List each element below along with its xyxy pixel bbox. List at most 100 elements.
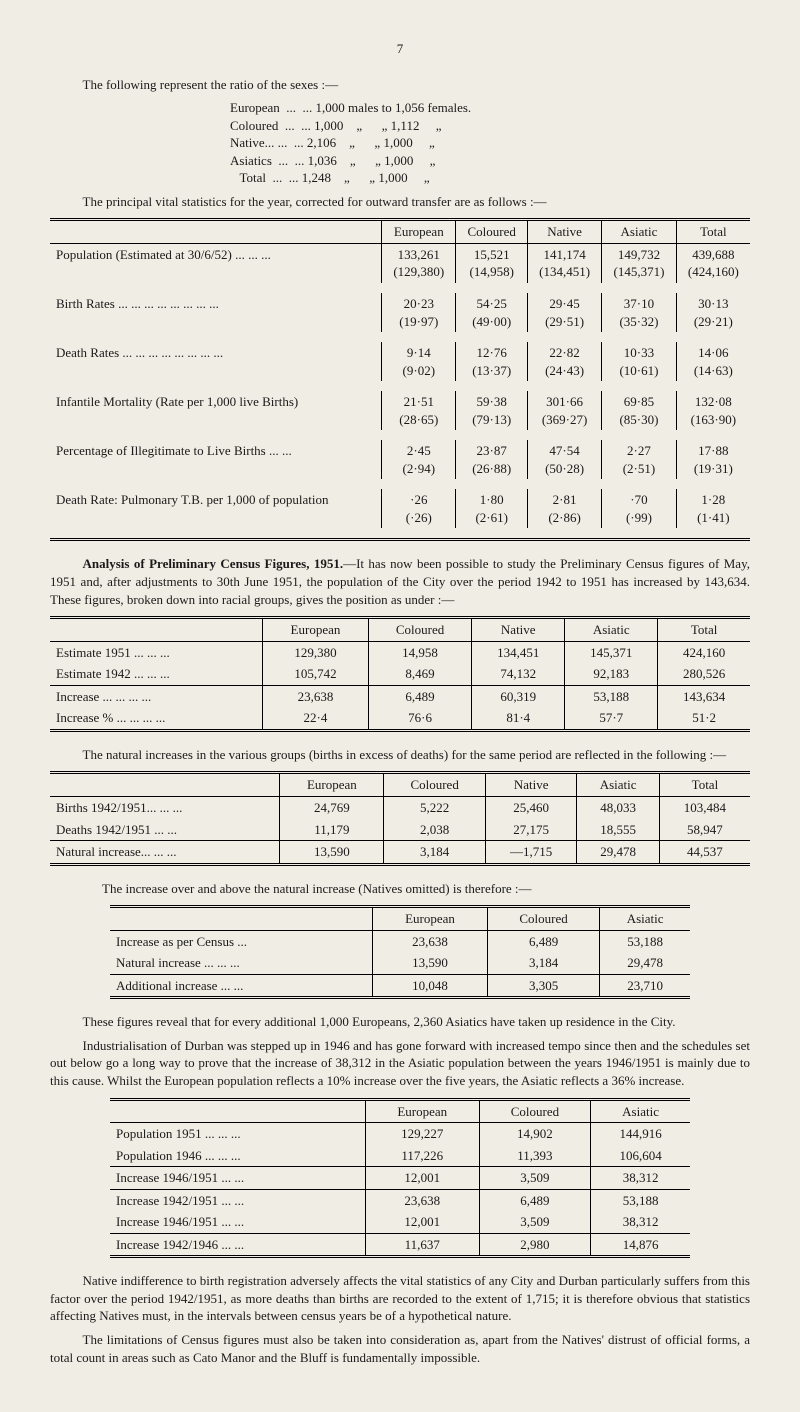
cell: ·26(·26) — [382, 489, 456, 528]
cell: 74,132 — [472, 663, 565, 685]
cell: 23·87(26·88) — [456, 440, 527, 479]
cell: 57·7 — [565, 707, 658, 730]
ratio-row: Native... ... ... 2,106 „ „ 1,000 „ — [230, 134, 750, 152]
cell: 129,380 — [263, 641, 369, 663]
cell: 17·88(19·31) — [676, 440, 750, 479]
cell: 13,590 — [373, 952, 488, 974]
additional-increase-table: EuropeanColouredAsiaticIncrease as per C… — [110, 905, 690, 999]
cell: 12,001 — [365, 1211, 479, 1233]
cell: 3,509 — [479, 1167, 590, 1190]
cell: 14,876 — [591, 1233, 690, 1257]
cell: 424,160 — [658, 641, 750, 663]
cell: 81·4 — [472, 707, 565, 730]
ratio-row: European ... ... 1,000 males to 1,056 fe… — [230, 99, 750, 117]
cell: 145,371 — [565, 641, 658, 663]
col-header: Coloured — [368, 618, 471, 642]
cell: 37·10(35·32) — [602, 293, 676, 332]
cell: 14·06(14·63) — [676, 342, 750, 381]
col-header: Asiatic — [565, 618, 658, 642]
row-label: Increase % ... ... ... ... — [50, 707, 263, 730]
cell: 2·27(2·51) — [602, 440, 676, 479]
col-header: European — [365, 1099, 479, 1123]
cell: 301·66(369·27) — [527, 391, 601, 430]
col-header: Native — [485, 773, 576, 797]
col-header: Native — [527, 220, 601, 244]
cell: 14,902 — [479, 1123, 590, 1145]
col-header: Coloured — [487, 907, 599, 931]
cell: 2·81(2·86) — [527, 489, 601, 528]
cell: 280,526 — [658, 663, 750, 685]
cell: 133,261(129,380) — [382, 243, 456, 283]
ratio-table: European ... ... 1,000 males to 1,056 fe… — [230, 99, 750, 187]
col-header: Native — [472, 618, 565, 642]
cell: 3,305 — [487, 974, 599, 998]
col-header: Total — [659, 773, 750, 797]
cell: 5,222 — [384, 796, 486, 818]
cell: 38,312 — [591, 1211, 690, 1233]
row-label: Increase 1946/1951 ... ... — [110, 1167, 365, 1190]
row-label: Increase ... ... ... ... — [50, 685, 263, 707]
col-header — [50, 220, 382, 244]
page-number: 7 — [50, 40, 750, 58]
cell: 117,226 — [365, 1145, 479, 1167]
cell: 18,555 — [577, 819, 659, 841]
cell: 11,393 — [479, 1145, 590, 1167]
row-label: Increase 1942/1946 ... ... — [110, 1233, 365, 1257]
cell: —1,715 — [485, 841, 576, 865]
col-header: Coloured — [456, 220, 527, 244]
row-label: Population 1946 ... ... ... — [110, 1145, 365, 1167]
cell: 3,509 — [479, 1211, 590, 1233]
cell: 54·25(49·00) — [456, 293, 527, 332]
row-label: Death Rate: Pulmonary T.B. per 1,000 of … — [50, 489, 382, 528]
col-header — [110, 1099, 365, 1123]
intro-stats: The principal vital statistics for the y… — [50, 193, 750, 211]
row-label: Birth Rates ... ... ... ... ... ... ... … — [50, 293, 382, 332]
cell: 29,478 — [600, 952, 690, 974]
cell: 2,038 — [384, 819, 486, 841]
cell: 29,478 — [577, 841, 659, 865]
cell: 3,184 — [384, 841, 486, 865]
col-header: Asiatic — [591, 1099, 690, 1123]
row-label: Population (Estimated at 30/6/52) ... ..… — [50, 243, 382, 283]
native-para: Native indifference to birth registratio… — [50, 1272, 750, 1325]
row-label: Increase 1942/1951 ... ... — [110, 1189, 365, 1211]
population-comparison-table: EuropeanColouredAsiaticPopulation 1951 .… — [110, 1098, 690, 1259]
cell: 6,489 — [487, 930, 599, 952]
row-label: Increase as per Census ... — [110, 930, 373, 952]
cell: 2,980 — [479, 1233, 590, 1257]
cell: 22·82(24·43) — [527, 342, 601, 381]
col-header — [50, 618, 263, 642]
natural-increase-table: EuropeanColouredNativeAsiaticTotalBirths… — [50, 771, 750, 865]
cell: 10,048 — [373, 974, 488, 998]
cell: 12,001 — [365, 1167, 479, 1190]
cell: 11,179 — [280, 819, 384, 841]
cell: 29·45(29·51) — [527, 293, 601, 332]
cell: 129,227 — [365, 1123, 479, 1145]
row-label: Population 1951 ... ... ... — [110, 1123, 365, 1145]
cell: 6,489 — [368, 685, 471, 707]
cell: 53,188 — [600, 930, 690, 952]
row-label: Death Rates ... ... ... ... ... ... ... … — [50, 342, 382, 381]
row-label: Deaths 1942/1951 ... ... — [50, 819, 280, 841]
cell: 10·33(10·61) — [602, 342, 676, 381]
row-label: Percentage of Illegitimate to Live Birth… — [50, 440, 382, 479]
industrial-para: Industrialisation of Durban was stepped … — [50, 1037, 750, 1090]
cell: 47·54(50·28) — [527, 440, 601, 479]
col-header: European — [263, 618, 369, 642]
cell: 38,312 — [591, 1167, 690, 1190]
analysis-heading: Analysis of Preliminary Census Figures, … — [83, 556, 344, 571]
cell: 3,184 — [487, 952, 599, 974]
cell: 6,489 — [479, 1189, 590, 1211]
cell: 23,638 — [373, 930, 488, 952]
cell: 13,590 — [280, 841, 384, 865]
cell: 24,769 — [280, 796, 384, 818]
cell: 76·6 — [368, 707, 471, 730]
census-table: EuropeanColouredNativeAsiaticTotalEstima… — [50, 616, 750, 732]
limits-para: The limitations of Census figures must a… — [50, 1331, 750, 1366]
cell: 48,033 — [577, 796, 659, 818]
cell: 92,183 — [565, 663, 658, 685]
cell: 144,916 — [591, 1123, 690, 1145]
cell: 22·4 — [263, 707, 369, 730]
cell: 105,742 — [263, 663, 369, 685]
cell: 1·80(2·61) — [456, 489, 527, 528]
